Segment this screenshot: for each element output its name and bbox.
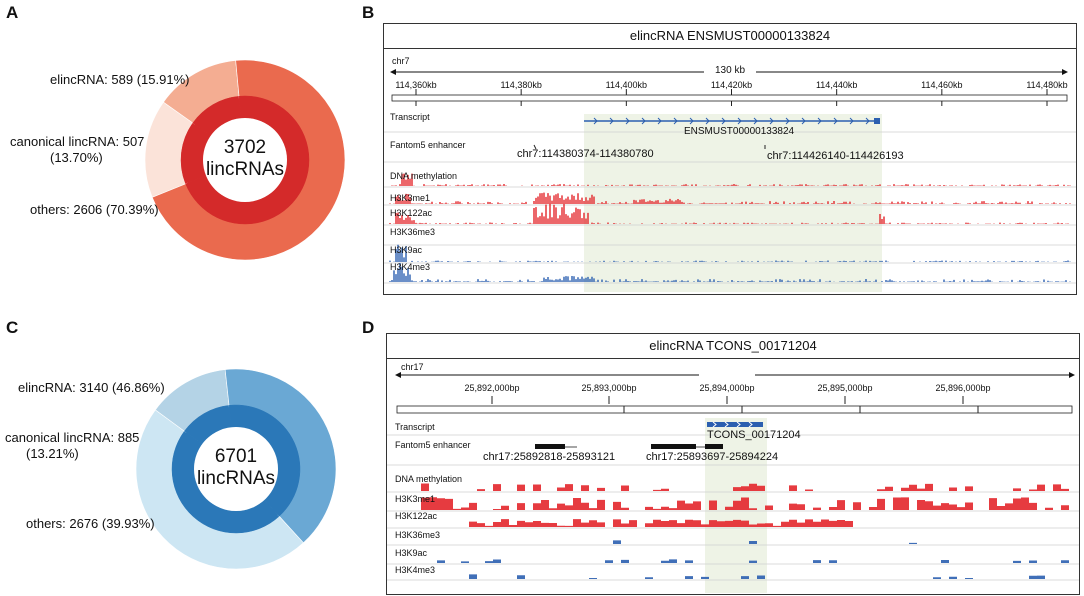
browser-d-transcript-chevron [748, 421, 753, 428]
browser-d-signal-h3k122ac [469, 519, 853, 527]
browser-b-track-h3k122ac: H3K122ac [390, 208, 433, 218]
browser-b-transcript-chevron [673, 117, 678, 125]
genome-browser-b: elincRNA ENSMUST00000133824 chr7 130 kb … [383, 23, 1077, 295]
browser-b-track-h3k4me3: H3K4me3 [390, 262, 431, 272]
browser-b-tick-label: 114,420kb [710, 80, 753, 90]
browser-b-signal-h3k3me1 [389, 192, 1071, 204]
donut-c-center-number: 6701 [214, 446, 258, 467]
browser-b-transcript-chevron [641, 117, 646, 125]
browser-b-signal-dna-methylation [391, 173, 1071, 186]
browser-d-track-h3k9ac: H3K9ac [395, 548, 428, 558]
browser-d-track-h3k3me1: H3K3me1 [395, 494, 436, 504]
browser-d-chrom: chr17 [401, 362, 424, 372]
browser-d-transcript-chevron [724, 421, 729, 428]
browser-b-tick-label: 114,380kb [500, 80, 542, 90]
donut-a-label-canonical: canonical lincRNA: 507 [10, 134, 145, 149]
browser-d-track-h3k122ac: H3K122ac [395, 511, 438, 521]
browser-d-tick-label: 25,894,000bp [699, 383, 755, 393]
browser-b-transcript-chevron [593, 117, 598, 125]
browser-d-tick-label: 25,895,000bp [817, 383, 873, 393]
browser-b-enhancer-2: chr7:114426140-114426193 [767, 150, 904, 162]
browser-b-transcript-chevron [705, 117, 710, 125]
browser-b-tick-label: 114,480kb [1026, 80, 1068, 90]
donut-c-label-others: others: 2676 (39.93%) [26, 516, 155, 531]
browser-b-tick-label: 114,460kb [921, 80, 963, 90]
donut-a-center: 3702 lincRNAs [195, 137, 295, 181]
browser-b-track-h3k3me1: H3K3me1 [390, 193, 431, 203]
browser-b-transcript-chevron [721, 117, 726, 125]
browser-b-enhancer-1: chr7:114380374-114380780 [517, 148, 654, 160]
browser-d-tick-label: 25,893,000bp [581, 383, 637, 393]
browser-d-signal-h3k4me3 [469, 574, 1045, 579]
browser-b-track-h3k36me3: H3K36me3 [390, 227, 436, 237]
browser-b-transcript-chevron [737, 117, 742, 125]
panel-letter-c: C [6, 318, 19, 337]
browser-b-transcript-chevron [785, 117, 790, 125]
donut-a-label-elinc: elincRNA: 589 (15.91%) [50, 72, 190, 87]
donut-a-center-number: 3702 [223, 137, 267, 158]
browser-d-enhancer-1: chr17:25892818-25893121 [483, 451, 616, 463]
browser-b-transcript-chevron [609, 117, 614, 125]
donut-c-label-canonical: canonical lincRNA: 885 [5, 430, 140, 445]
browser-b-transcript-chevron [849, 117, 854, 125]
genome-browser-d: elincRNA TCONS_00171204 chr17 25,892,000… [386, 333, 1080, 595]
browser-d-track-dna-methylation: DNA methylation [395, 474, 463, 484]
browser-d-signal-h3k9ac [437, 559, 1069, 563]
browser-b-transcript-chevron [817, 117, 822, 125]
browser-b-transcript-chevron [769, 117, 774, 125]
browser-b-transcript-chevron [801, 117, 806, 125]
donut-a-svg [144, 59, 346, 261]
browser-b-transcript-chevron [865, 117, 870, 125]
browser-b-transcript-name: ENSMUST00000133824 [684, 126, 795, 137]
donut-c-center-unit: lincRNAs [196, 468, 276, 489]
browser-b-tick-label: 114,440kb [815, 80, 858, 90]
browser-b-track-fantom5: Fantom5 enhancer [390, 140, 466, 150]
browser-b-transcript-chevron [689, 117, 694, 125]
browser-d-transcript-name: TCONS_00171204 [707, 429, 801, 441]
browser-d-transcript-chevron [736, 421, 741, 428]
browser-b-tick-label: 114,400kb [605, 80, 648, 90]
browser-b-track-h3k9ac: H3K9ac [390, 245, 423, 255]
browser-d-signal-dna-methylation [421, 483, 1069, 491]
browser-b-tick-label: 114,360kb [395, 80, 437, 90]
browser-b-signal-h3k122ac [389, 203, 1069, 224]
panel-letter-b: B [362, 3, 375, 22]
browser-d-track-transcript: Transcript [395, 422, 435, 432]
browser-b-transcript-chevron [833, 117, 838, 125]
donut-c-label-elinc: elincRNA: 3140 (46.86%) [18, 380, 165, 395]
donut-a-label-others: others: 2606 (70.39%) [30, 202, 159, 217]
browser-b-transcript-chevron [753, 117, 758, 125]
donut-a-center-unit: lincRNAs [205, 159, 285, 180]
browser-b-span: 130 kb [710, 65, 750, 76]
browser-d-track-fantom5: Fantom5 enhancer [395, 440, 471, 450]
panel-letter-d: D [362, 318, 375, 337]
donut-a-label-canonical-pct: (13.70%) [50, 150, 103, 165]
browser-d-tick-label: 25,896,000bp [935, 383, 991, 393]
browser-d-track-h3k36me3: H3K36me3 [395, 530, 441, 540]
browser-d-transcript-chevron [712, 421, 717, 428]
browser-b-ruler-svg [384, 69, 1076, 284]
browser-d-signal-h3k36me3 [613, 540, 917, 544]
panel-letter-a: A [6, 3, 19, 22]
browser-d-signal-h3k3me1 [421, 497, 1069, 510]
browser-b-chrom: chr7 [392, 56, 410, 66]
donut-a-hole [203, 118, 287, 202]
browser-d-title: elincRNA TCONS_00171204 [387, 334, 1079, 359]
donut-c-svg [135, 368, 337, 570]
donut-c-center: 6701 lincRNAs [186, 446, 286, 490]
browser-b-signal-h3k4me3 [389, 262, 1071, 282]
donut-c-hole [194, 427, 278, 511]
browser-b-track-transcript: Transcript [390, 112, 430, 122]
donut-c-label-canonical-pct: (13.21%) [26, 446, 79, 461]
browser-b-title: elincRNA ENSMUST00000133824 [384, 24, 1076, 49]
browser-b-track-dna-methylation: DNA methylation [390, 171, 458, 181]
browser-d-tick-label: 25,892,000bp [464, 383, 520, 393]
browser-d-track-h3k4me3: H3K4me3 [395, 565, 436, 575]
browser-d-ruler-svg [387, 372, 1079, 581]
browser-b-transcript-chevron [625, 117, 630, 125]
browser-d-enhancer-2: chr17:25893697-25894224 [646, 451, 779, 463]
browser-b-transcript-chevron [657, 117, 662, 125]
browser-b-signal-h3k9ac [389, 244, 1071, 262]
